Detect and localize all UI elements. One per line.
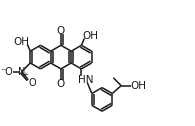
Text: O: O bbox=[57, 26, 65, 36]
Text: OH: OH bbox=[82, 31, 98, 41]
Text: O: O bbox=[57, 79, 65, 89]
Text: N: N bbox=[18, 67, 25, 77]
Text: HN: HN bbox=[78, 75, 93, 85]
Text: O: O bbox=[28, 78, 36, 88]
Text: +: + bbox=[22, 72, 28, 78]
Text: OH: OH bbox=[13, 37, 29, 47]
Text: OH: OH bbox=[130, 81, 146, 91]
Text: ⁻O: ⁻O bbox=[0, 67, 13, 77]
